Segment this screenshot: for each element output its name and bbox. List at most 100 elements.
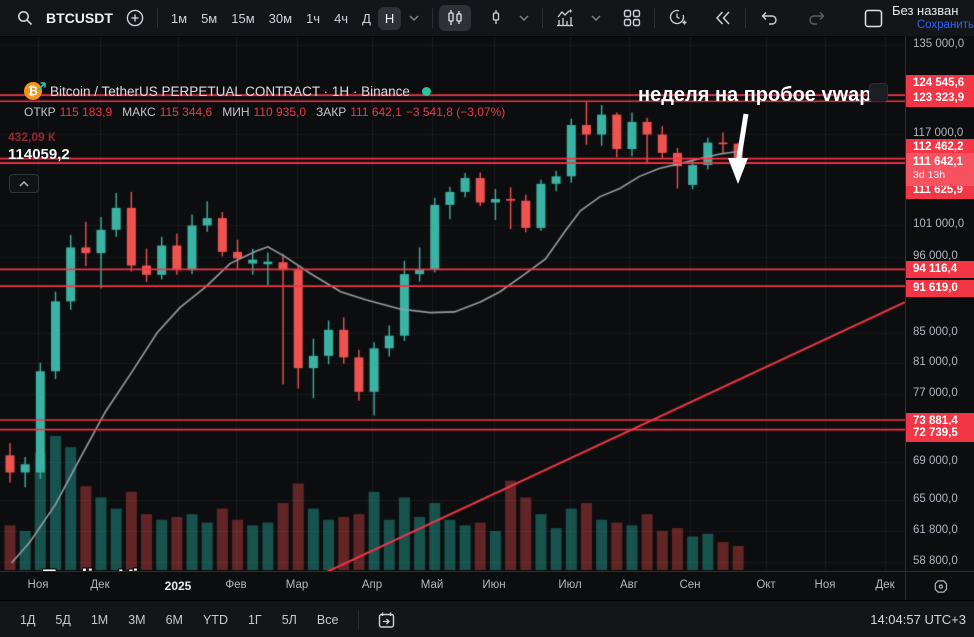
indicators-dropdown-chevron[interactable] <box>584 11 608 25</box>
divider <box>358 609 360 630</box>
range-button-YTD[interactable]: YTD <box>202 612 228 627</box>
close-label: ЗАКР <box>316 105 347 119</box>
countdown-timer: 3d 13h <box>913 169 946 182</box>
price-tick-label: 65 000,0 <box>913 492 958 505</box>
range-button-1Д[interactable]: 1Д <box>20 612 36 627</box>
time-tick-label: Дек <box>90 579 110 591</box>
annotation-arrow[interactable] <box>720 106 770 196</box>
annotation-text[interactable]: неделя на пробое vwap <box>638 84 872 106</box>
price-tick-label: 101 000,0 <box>913 218 965 231</box>
range-button-3М[interactable]: 3М <box>128 612 146 627</box>
candle-style-button[interactable] <box>439 5 472 31</box>
range-group: 1Д 5Д 1М 3М 6М YTD 1Г 5Л Все <box>10 609 348 631</box>
bitcoin-coin-icon: ₿ <box>24 82 46 100</box>
interval-group: 1м 5м 15м 30м 1ч 4ч Д Н <box>164 0 402 36</box>
time-axis[interactable]: Ноя Дек 2025 Фев Мар Апр Май Июн Июл Авг Сен Окт Ноя… <box>0 571 905 601</box>
high-label: МАКС <box>122 105 156 119</box>
change-value: −3 541,8 (−3,07%) <box>405 105 506 119</box>
clock-timezone[interactable]: 14:04:57 UTC+3 <box>870 612 966 627</box>
interval-button-1ч[interactable]: 1ч <box>306 10 321 26</box>
interval-button-Д[interactable]: Д <box>362 10 371 26</box>
layout-title[interactable]: Без назван <box>892 2 959 18</box>
price-level-badge: 123 323,9 <box>906 89 974 107</box>
price-level-badge: 91 619,0 <box>906 279 974 297</box>
interval-dropdown-chevron[interactable] <box>402 11 426 25</box>
time-tick-label: Июл <box>558 579 582 591</box>
go-to-date-button[interactable] <box>369 606 403 634</box>
price-level-badge: 124 545,6 <box>906 74 974 92</box>
add-symbol-icon[interactable] <box>119 5 151 31</box>
redo-icon[interactable] <box>800 6 834 30</box>
replay-icon[interactable] <box>707 6 739 30</box>
interval-button-4ч[interactable]: 4ч <box>334 10 349 26</box>
time-tick-label: Июн <box>482 579 506 591</box>
interval-button-5м[interactable]: 5м <box>201 10 218 26</box>
range-button-1Г[interactable]: 1Г <box>247 612 262 627</box>
price-axis[interactable]: 135 000,0 117 000,0 101 000,0 96 000,0 85 00… <box>905 36 974 571</box>
open-value: 115 183,9 <box>59 105 113 119</box>
price-tick-label: 69 000,0 <box>913 455 958 468</box>
interval-button-Н[interactable]: Н <box>377 6 402 30</box>
chart-corner-button[interactable] <box>869 83 888 102</box>
layout-grid-icon[interactable] <box>616 5 648 31</box>
range-button-1М[interactable]: 1М <box>90 612 109 627</box>
open-label: ОТКР <box>24 105 56 119</box>
top-toolbar: BTCUSDT 1м 5м 15м 30м 1ч 4ч Д Н <box>0 0 974 37</box>
line-tools-style-icon[interactable] <box>481 5 511 31</box>
time-tick-label: 2025 <box>164 579 192 593</box>
gear-icon[interactable] <box>932 578 949 595</box>
range-button-Все[interactable]: Все <box>316 612 339 627</box>
low-value: 110 935,0 <box>253 105 307 119</box>
chart-plot-area[interactable]: ₿ Bitcoin / TetherUS PERPETUAL CONTRACT … <box>0 36 905 590</box>
range-button-5Л[interactable]: 5Л <box>281 612 297 627</box>
range-button-6М[interactable]: 6М <box>165 612 183 627</box>
indicators-button[interactable] <box>549 4 583 32</box>
save-link[interactable]: Сохранить <box>916 18 974 31</box>
price-tick-label: 96 000,0 <box>913 250 958 263</box>
price-level-badge: 72 739,5 <box>906 425 974 443</box>
time-tick-label: Авг <box>620 579 638 591</box>
time-tick-label: Май <box>420 579 444 591</box>
style-dropdown-chevron[interactable] <box>512 11 536 25</box>
undo-icon[interactable] <box>752 6 786 30</box>
time-tick-label: Фев <box>225 579 247 591</box>
time-tick-label: Апр <box>361 579 383 591</box>
high-value: 115 344,6 <box>159 105 213 119</box>
interval-button-30м[interactable]: 30м <box>268 10 293 26</box>
interval-button-1м[interactable]: 1м <box>170 10 188 26</box>
vwap-price-label: 114059,2 <box>8 146 70 163</box>
time-tick-label: Ноя <box>814 579 836 591</box>
price-tick-label: 135 000,0 <box>913 38 965 50</box>
symbol-search-icon[interactable] <box>10 6 40 30</box>
price-tick-label: 77 000,0 <box>913 387 958 400</box>
price-tick-label: 81 000,0 <box>913 355 958 368</box>
time-tick-label: Окт <box>756 579 776 591</box>
symbol-button[interactable]: BTCUSDT <box>46 10 113 26</box>
save-layout-button[interactable]: Без назван Сохранить <box>892 2 974 32</box>
interval-button-15м[interactable]: 15м <box>231 10 255 26</box>
chart-legend: ₿ Bitcoin / TetherUS PERPETUAL CONTRACT … <box>8 82 505 144</box>
market-status-dot[interactable] <box>421 86 431 96</box>
price-tick-label: 58 800,0 <box>913 554 958 567</box>
divider <box>542 8 544 28</box>
price-level-badge: 112 462,2 <box>906 139 974 157</box>
legend-ohlc-row: ОТКР 115 183,9 МАКС 115 344,6 МИН 110 935,0… <box>24 105 505 119</box>
legend-collapse-button[interactable] <box>9 174 39 193</box>
divider <box>745 8 747 28</box>
range-button-5Д[interactable]: 5Д <box>55 612 71 627</box>
alert-icon[interactable] <box>661 4 695 32</box>
volume-value: 432,09 К <box>8 130 56 144</box>
divider <box>654 8 656 28</box>
chevron-up-icon <box>19 180 29 187</box>
current-price-badge: 111 642,1 3d 13h <box>906 153 974 187</box>
chart-canvas[interactable] <box>0 36 905 571</box>
low-label: МИН <box>222 105 250 119</box>
divider <box>156 8 158 28</box>
divider <box>432 8 434 28</box>
legend-title[interactable]: Bitcoin / TetherUS PERPETUAL CONTRACT · … <box>50 83 410 99</box>
time-tick-label: Дек <box>875 579 895 591</box>
axis-settings-corner[interactable] <box>905 571 974 601</box>
current-price-value: 111 642,1 <box>913 156 963 169</box>
layout-square-icon[interactable] <box>857 5 890 32</box>
